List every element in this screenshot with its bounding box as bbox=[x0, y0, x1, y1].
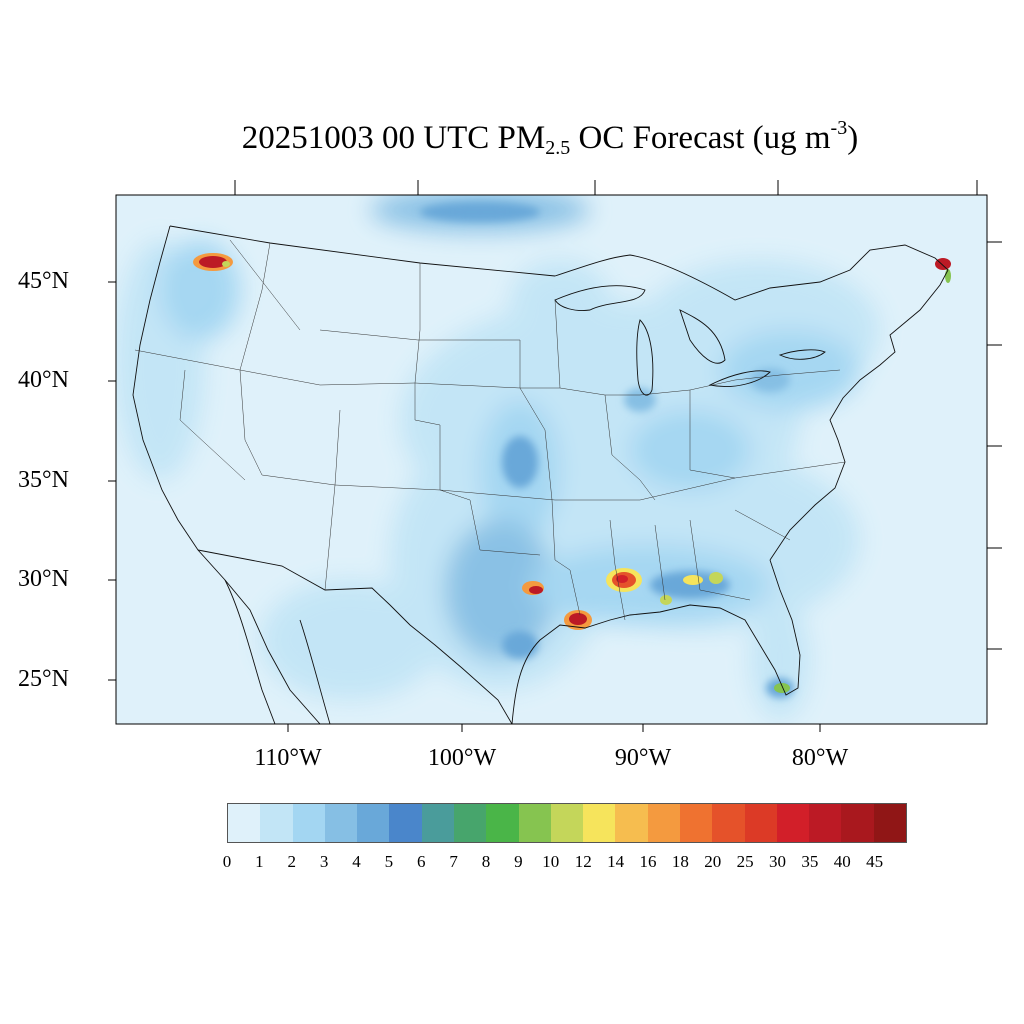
hotspot-louisiana bbox=[564, 610, 592, 630]
colorbar-tick-label: 25 bbox=[736, 852, 754, 871]
colorbar-swatch bbox=[679, 804, 713, 842]
colorbar-tick-label: 9 bbox=[514, 852, 523, 871]
lon-label-90: 90°W bbox=[614, 745, 672, 771]
colorbar-swatch bbox=[292, 804, 325, 842]
lat-label-25: 25°N bbox=[18, 666, 69, 692]
colorbar-swatch bbox=[776, 804, 810, 842]
state-borders bbox=[134, 239, 846, 621]
lat-label-45: 45°N bbox=[18, 268, 69, 294]
colorbar-swatch bbox=[647, 804, 680, 842]
colorbar-tick-label: 20 bbox=[704, 852, 722, 871]
colorbar-tick-label: 6 bbox=[417, 852, 426, 871]
colorbar-swatch bbox=[809, 804, 842, 842]
hotspot-florida bbox=[774, 683, 790, 693]
colorbar-tick-label: 18 bbox=[671, 852, 689, 871]
colorbar-swatch bbox=[228, 804, 261, 842]
colorbar-tick-label: 5 bbox=[384, 852, 394, 871]
map-frame bbox=[115, 194, 988, 725]
colorbar-swatch bbox=[324, 804, 358, 842]
colorbar-swatch bbox=[421, 804, 454, 842]
lat-label-35: 35°N bbox=[18, 467, 69, 493]
colorbar-tick-label: 7 bbox=[449, 852, 458, 871]
lat-label-40: 40°N bbox=[18, 367, 69, 393]
colorbar-swatch bbox=[389, 804, 422, 842]
colorbar-tick-label: 14 bbox=[607, 852, 625, 871]
coastline-and-borders bbox=[132, 225, 949, 724]
colorbar-swatch bbox=[615, 804, 648, 842]
map-title: 20251003 00 UTC PM2.5 OC Forecast (ug m-… bbox=[241, 117, 859, 159]
concentration-field bbox=[116, 195, 987, 724]
colorbar-tick-label: 30 bbox=[768, 852, 786, 871]
colorbar-swatch bbox=[583, 804, 616, 842]
colorbar-swatch bbox=[841, 804, 874, 842]
colorbar-tick-label: 4 bbox=[352, 852, 361, 871]
colorbar-tick-label: 1 bbox=[255, 852, 264, 871]
colorbar-tick-label: 0 bbox=[222, 852, 232, 871]
colorbar-swatch bbox=[744, 804, 777, 842]
colorbar-swatch bbox=[453, 804, 487, 842]
colorbar-tick-label: 3 bbox=[319, 852, 329, 871]
colorbar bbox=[227, 803, 907, 843]
lon-label-110: 110°W bbox=[254, 745, 322, 771]
hotspot-idaho bbox=[193, 253, 233, 271]
colorbar-swatch bbox=[357, 804, 390, 842]
colorbar-tick-label: 40 bbox=[833, 852, 851, 871]
colorbar-tick-label: 12 bbox=[574, 852, 592, 871]
colorbar-swatch bbox=[873, 804, 906, 842]
colorbar-swatch bbox=[486, 804, 519, 842]
colorbar-tick-label: 2 bbox=[287, 852, 297, 871]
colorbar-swatch bbox=[518, 804, 551, 842]
colorbar-tick-label: 8 bbox=[481, 852, 491, 871]
colorbar-tick-label: 16 bbox=[639, 852, 657, 871]
axis-ticks bbox=[108, 180, 1002, 732]
hotspot-texas bbox=[522, 581, 544, 595]
colorbar-swatch bbox=[260, 804, 293, 842]
lat-label-30: 30°N bbox=[18, 566, 69, 592]
hotspot-mississippi bbox=[606, 568, 642, 592]
colorbar-tick-label: 35 bbox=[801, 852, 819, 871]
colorbar-swatch bbox=[712, 804, 745, 842]
colorbar-tick-label: 45 bbox=[866, 852, 884, 871]
colorbar-swatch bbox=[550, 804, 584, 842]
lon-label-80: 80°W bbox=[791, 745, 849, 771]
colorbar-tick-label: 10 bbox=[542, 852, 560, 871]
lon-label-100: 100°W bbox=[427, 745, 497, 771]
colorbar-labels: 0 1 2 3 4 5 6 7 8 9 10 12 14 16 18 20 25 30 35 40 45 bbox=[223, 852, 907, 876]
